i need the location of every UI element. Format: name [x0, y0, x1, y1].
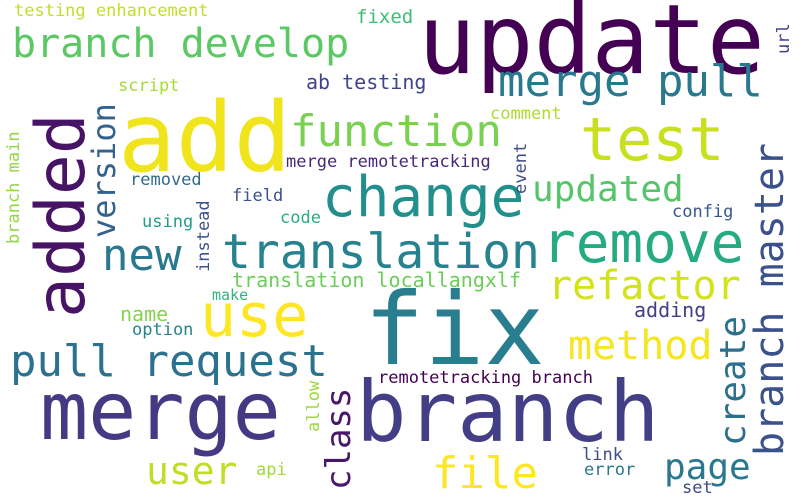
word-user: user [146, 449, 238, 493]
word-merge: merge [40, 365, 281, 458]
word-api: api [256, 460, 287, 480]
word-set: set [682, 478, 713, 498]
word-config: config [672, 202, 734, 222]
word-merge-remotetracking: merge remotetracking [286, 152, 491, 172]
word-using: using [142, 212, 194, 232]
word-create: create [713, 315, 754, 446]
word-branch-master: branch master [747, 142, 793, 456]
word-branch-develop: branch develop [12, 21, 350, 67]
word-class: class [319, 387, 359, 490]
word-add: add [118, 82, 292, 194]
word-version: version [85, 103, 123, 238]
word-test: test [580, 105, 725, 175]
word-merge-pull: merge pull [498, 56, 763, 107]
word-update: update [418, 0, 765, 96]
word-url: url [774, 23, 794, 54]
word-method: method [568, 323, 713, 369]
word-fixed: fixed [356, 6, 414, 28]
word-updated: updated [532, 169, 684, 210]
word-translation-locallangxlf: translation locallangxlf [232, 268, 521, 292]
word-page: page [664, 447, 751, 488]
word-name: name [120, 302, 169, 326]
word-make: make [212, 286, 249, 304]
word-translation: translation [222, 224, 540, 280]
word-removed: removed [130, 170, 202, 190]
word-code: code [280, 208, 321, 228]
word-link: link [582, 445, 623, 465]
word-branch-main: branch main [4, 131, 24, 244]
word-file: file [432, 448, 538, 499]
word-allow: allow [304, 380, 324, 432]
word-error: error [584, 460, 636, 480]
word-remove: remove [542, 211, 745, 276]
word-script: script [118, 76, 180, 96]
word-instead: instead [194, 200, 214, 272]
word-refactor: refactor [548, 263, 741, 309]
word-field: field [232, 186, 284, 206]
word-fix: fix [364, 271, 545, 388]
word-event: event [511, 142, 531, 194]
word-change: change [322, 165, 525, 230]
word-pull-request: pull request [10, 336, 328, 387]
word-new: new [102, 230, 182, 281]
word-use: use [200, 281, 309, 351]
word-option: option [132, 320, 194, 340]
word-ab-testing: ab testing [306, 70, 427, 94]
word-remotetracking-branch: remotetracking branch [378, 368, 593, 388]
word-branch: branch [356, 363, 660, 461]
word-function: function [290, 106, 502, 157]
word-comment: comment [490, 104, 562, 124]
word-adding: adding [634, 298, 707, 322]
word-testing-enhancement: testing enhancement [14, 1, 209, 21]
